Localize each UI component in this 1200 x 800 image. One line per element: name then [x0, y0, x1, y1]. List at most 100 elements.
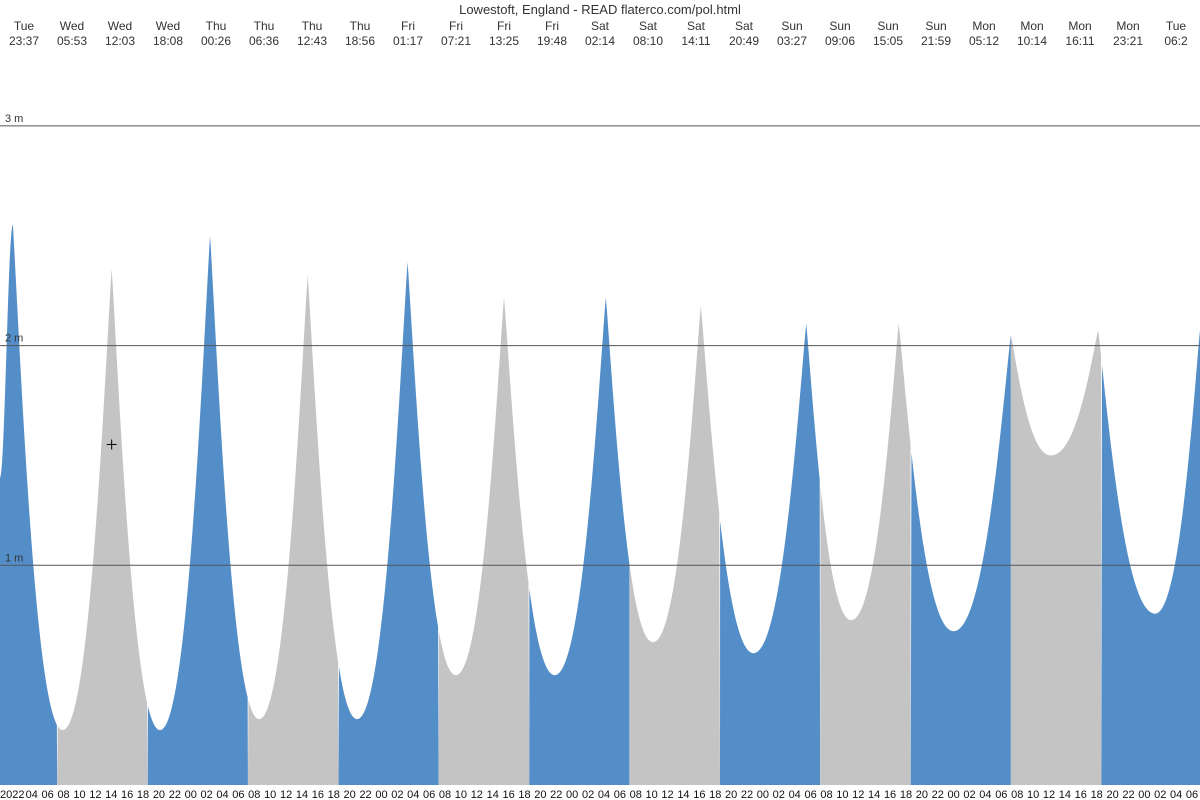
- top-label-time: 08:10: [633, 34, 663, 48]
- bottom-hour-label: 12: [852, 789, 864, 800]
- top-label-time: 13:25: [489, 34, 519, 48]
- top-label-time: 05:12: [969, 34, 999, 48]
- top-label-day: Fri: [545, 19, 559, 33]
- bottom-hour-label: 12: [1043, 789, 1055, 800]
- bottom-hour-label: 04: [979, 789, 991, 800]
- bottom-hour-label: 16: [502, 789, 514, 800]
- bottom-hour-label: 00: [185, 789, 197, 800]
- bottom-hour-label: 08: [439, 789, 451, 800]
- top-label-time: 06:2: [1164, 34, 1188, 48]
- top-label-day: Thu: [254, 19, 275, 33]
- bottom-hour-label: 06: [804, 789, 816, 800]
- top-label-day: Thu: [302, 19, 323, 33]
- top-label-day: Sat: [687, 19, 706, 33]
- bottom-hour-label: 08: [57, 789, 69, 800]
- top-label-day: Tue: [14, 19, 35, 33]
- bottom-hour-label: 18: [328, 789, 340, 800]
- bottom-hour-label: 06: [614, 789, 626, 800]
- bottom-hour-label: 10: [1027, 789, 1039, 800]
- bottom-hour-label: 2022: [0, 789, 24, 800]
- top-label-time: 12:03: [105, 34, 135, 48]
- bottom-hour-label: 18: [900, 789, 912, 800]
- top-label-day: Thu: [206, 19, 227, 33]
- bottom-hour-label: 20: [725, 789, 737, 800]
- top-label-day: Sat: [735, 19, 754, 33]
- top-label-time: 18:56: [345, 34, 375, 48]
- bottom-hour-label: 02: [773, 789, 785, 800]
- bottom-hour-label: 04: [1170, 789, 1182, 800]
- y-tick-label: 1 m: [5, 552, 23, 564]
- top-label-day: Wed: [108, 19, 132, 33]
- bottom-hour-label: 14: [105, 789, 117, 800]
- bottom-hour-label: 22: [550, 789, 562, 800]
- bottom-hour-label: 04: [598, 789, 610, 800]
- bottom-hour-label: 06: [1186, 789, 1198, 800]
- bottom-hour-label: 22: [932, 789, 944, 800]
- bottom-hour-label: 16: [884, 789, 896, 800]
- bottom-hour-label: 00: [566, 789, 578, 800]
- top-label-day: Wed: [60, 19, 84, 33]
- top-label-day: Fri: [497, 19, 511, 33]
- bottom-hour-label: 12: [89, 789, 101, 800]
- top-label-time: 21:59: [921, 34, 951, 48]
- bottom-hour-label: 04: [407, 789, 419, 800]
- bottom-hour-label: 12: [471, 789, 483, 800]
- bottom-hour-label: 02: [582, 789, 594, 800]
- top-label-day: Sat: [639, 19, 658, 33]
- top-label-time: 02:14: [585, 34, 615, 48]
- bottom-hour-label: 08: [820, 789, 832, 800]
- bottom-hour-label: 08: [1011, 789, 1023, 800]
- top-label-day: Mon: [1068, 19, 1091, 33]
- bottom-hour-label: 20: [344, 789, 356, 800]
- bottom-hour-label: 10: [455, 789, 467, 800]
- top-label-time: 09:06: [825, 34, 855, 48]
- bottom-hour-label: 20: [153, 789, 165, 800]
- chart-title: Lowestoft, England - READ flaterco.com/p…: [459, 2, 741, 17]
- bottom-hour-label: 06: [423, 789, 435, 800]
- bottom-hour-label: 10: [264, 789, 276, 800]
- bottom-hour-label: 04: [26, 789, 38, 800]
- bottom-hour-label: 00: [375, 789, 387, 800]
- top-label-day: Sun: [781, 19, 802, 33]
- top-label-time: 07:21: [441, 34, 471, 48]
- top-label-time: 06:36: [249, 34, 279, 48]
- bottom-hour-label: 22: [169, 789, 181, 800]
- bottom-hour-label: 00: [1138, 789, 1150, 800]
- bottom-hour-label: 22: [359, 789, 371, 800]
- bottom-hour-label: 14: [296, 789, 308, 800]
- bottom-hour-label: 18: [518, 789, 530, 800]
- top-label-time: 05:53: [57, 34, 87, 48]
- bottom-hour-label: 16: [693, 789, 705, 800]
- bottom-hour-label: 18: [137, 789, 149, 800]
- top-label-time: 18:08: [153, 34, 183, 48]
- bottom-hour-label: 06: [232, 789, 244, 800]
- top-label-day: Wed: [156, 19, 180, 33]
- bottom-hour-label: 20: [1106, 789, 1118, 800]
- bottom-hour-label: 00: [757, 789, 769, 800]
- top-label-day: Tue: [1166, 19, 1187, 33]
- top-label-day: Sat: [591, 19, 610, 33]
- top-label-time: 15:05: [873, 34, 903, 48]
- bottom-hour-label: 18: [709, 789, 721, 800]
- bottom-hour-label: 14: [677, 789, 689, 800]
- bottom-hour-label: 12: [280, 789, 292, 800]
- top-label-day: Mon: [972, 19, 995, 33]
- bottom-hour-label: 04: [216, 789, 228, 800]
- y-tick-label: 2 m: [5, 333, 23, 345]
- top-label-time: 03:27: [777, 34, 807, 48]
- top-label-time: 01:17: [393, 34, 423, 48]
- bottom-hour-label: 14: [868, 789, 880, 800]
- top-label-time: 16:11: [1065, 34, 1094, 48]
- top-label-time: 19:48: [537, 34, 567, 48]
- bottom-hour-label: 08: [630, 789, 642, 800]
- top-label-time: 23:21: [1113, 34, 1143, 48]
- bottom-hour-label: 20: [916, 789, 928, 800]
- bottom-hour-label: 22: [741, 789, 753, 800]
- bottom-hour-label: 10: [73, 789, 85, 800]
- bottom-hour-label: 02: [1154, 789, 1166, 800]
- bottom-hour-label: 16: [312, 789, 324, 800]
- top-label-time: 12:43: [297, 34, 327, 48]
- top-label-day: Sun: [925, 19, 946, 33]
- bottom-hour-label: 02: [963, 789, 975, 800]
- bottom-hour-label: 22: [1122, 789, 1134, 800]
